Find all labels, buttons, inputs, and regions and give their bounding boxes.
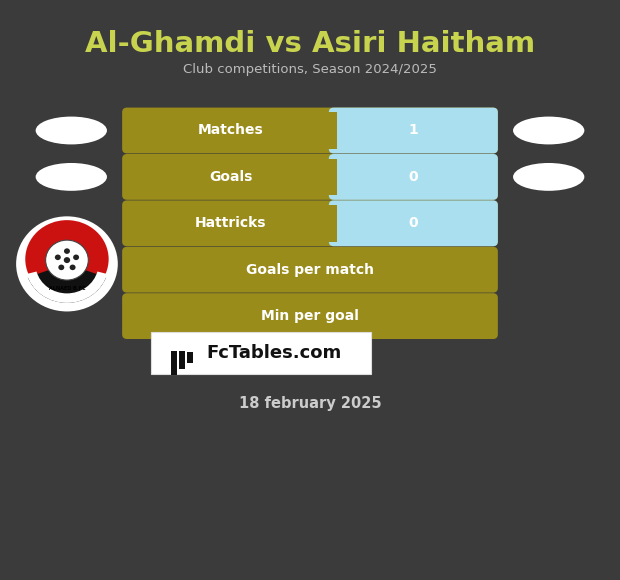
Circle shape [73,255,79,260]
Bar [334,159,349,195]
Circle shape [46,240,88,280]
Text: Hattricks: Hattricks [195,216,266,230]
Ellipse shape [35,117,107,144]
Circle shape [64,257,70,263]
Text: Min per goal: Min per goal [261,309,359,323]
Text: Matches: Matches [198,124,264,137]
Circle shape [64,248,70,254]
Text: Goals: Goals [209,170,252,184]
Ellipse shape [35,163,107,191]
FancyBboxPatch shape [122,108,498,153]
Circle shape [16,216,118,311]
Bar [170,351,177,375]
Text: 1: 1 [409,124,419,137]
Text: 1954: 1954 [61,293,73,299]
FancyBboxPatch shape [329,108,498,153]
Bar [179,351,185,369]
Ellipse shape [513,163,584,191]
Circle shape [25,220,108,298]
FancyBboxPatch shape [329,201,498,246]
Bar [327,159,337,195]
Bar [334,205,349,241]
Text: Goals per match: Goals per match [246,263,374,277]
FancyBboxPatch shape [122,293,498,339]
Circle shape [69,264,76,270]
Text: 18 february 2025: 18 february 2025 [239,396,381,411]
Text: Al-Ghamdi vs Asiri Haitham: Al-Ghamdi vs Asiri Haitham [85,30,535,57]
Circle shape [58,264,64,270]
FancyBboxPatch shape [151,332,371,374]
Bar [334,113,349,148]
Text: FcTables.com: FcTables.com [206,344,342,362]
Text: 0: 0 [409,216,418,230]
Text: Club competitions, Season 2024/2025: Club competitions, Season 2024/2025 [183,63,437,76]
Bar [187,352,193,362]
FancyBboxPatch shape [329,154,498,200]
Text: ALNAED B.FC: ALNAED B.FC [49,286,85,291]
FancyBboxPatch shape [122,201,498,246]
Bar [327,205,337,241]
Wedge shape [27,271,107,303]
Text: 0: 0 [409,170,418,184]
FancyBboxPatch shape [122,154,498,200]
Ellipse shape [513,117,584,144]
Wedge shape [28,264,106,303]
Circle shape [55,255,61,260]
Bar [327,113,337,148]
FancyBboxPatch shape [122,247,498,292]
